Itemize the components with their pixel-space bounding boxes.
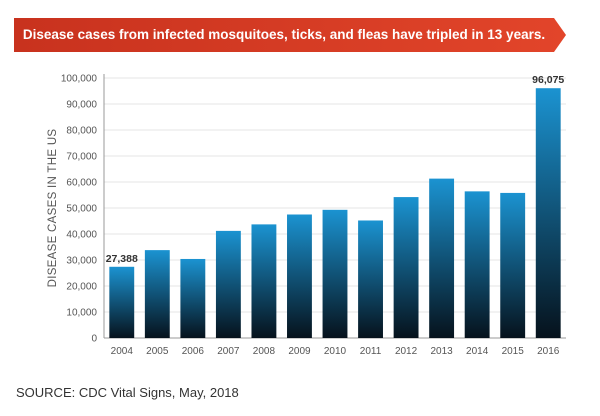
y-tick-label: 40,000 [66, 230, 97, 241]
bar-2006 [180, 258, 206, 338]
bar-2005 [144, 250, 170, 338]
bar-2008 [251, 224, 277, 338]
data-label-2004: 27,388 [106, 253, 138, 265]
banner-arrow-shape [14, 18, 566, 52]
bar-2014 [464, 191, 490, 338]
x-tick-label: 2016 [537, 346, 560, 357]
x-tick-label: 2004 [111, 346, 134, 357]
y-tick-label: 60,000 [66, 178, 97, 189]
y-tick-label: 20,000 [66, 282, 97, 293]
y-tick-label: 100,000 [61, 74, 98, 85]
y-tick-label: 80,000 [66, 126, 97, 137]
x-tick-label: 2008 [253, 346, 276, 357]
source-note: SOURCE: CDC Vital Signs, May, 2018 [16, 385, 239, 400]
y-tick-label: 50,000 [66, 204, 97, 215]
bar-2007 [215, 230, 241, 338]
x-tick-label: 2006 [182, 346, 205, 357]
x-tick-label: 2015 [502, 346, 525, 357]
bar-2013 [429, 178, 455, 338]
x-tick-label: 2005 [146, 346, 169, 357]
x-tick-label: 2013 [430, 346, 453, 357]
bar-2009 [287, 214, 312, 338]
headline-banner: Disease cases from infected mosquitoes, … [14, 18, 566, 52]
y-tick-label: 0 [91, 334, 97, 345]
y-tick-label: 70,000 [66, 152, 97, 163]
bar-2011 [358, 220, 383, 338]
y-axis-label: DISEASE CASES IN THE US [47, 129, 59, 288]
x-tick-label: 2009 [288, 346, 311, 357]
data-label-2016: 96,075 [532, 74, 564, 86]
x-tick-label: 2010 [324, 346, 347, 357]
y-tick-label: 30,000 [66, 256, 97, 267]
bar-chart: 0 10,000 20,000 30,000 40,000 50,000 60,000 70,… [47, 74, 566, 357]
bar-2010 [322, 209, 348, 338]
x-tick-label: 2011 [360, 346, 382, 357]
bar-2016 [535, 88, 561, 338]
bar-2015 [500, 192, 526, 338]
headline-text: Disease cases from infected mosquitoes, … [22, 27, 546, 42]
x-tick-label: 2007 [217, 346, 240, 357]
y-tick-label: 10,000 [66, 308, 97, 319]
bar-2004 [109, 266, 135, 338]
x-tick-label: 2012 [395, 346, 418, 357]
y-tick-label: 90,000 [66, 100, 97, 111]
x-tick-label: 2014 [466, 346, 489, 357]
bar-2012 [393, 197, 419, 338]
